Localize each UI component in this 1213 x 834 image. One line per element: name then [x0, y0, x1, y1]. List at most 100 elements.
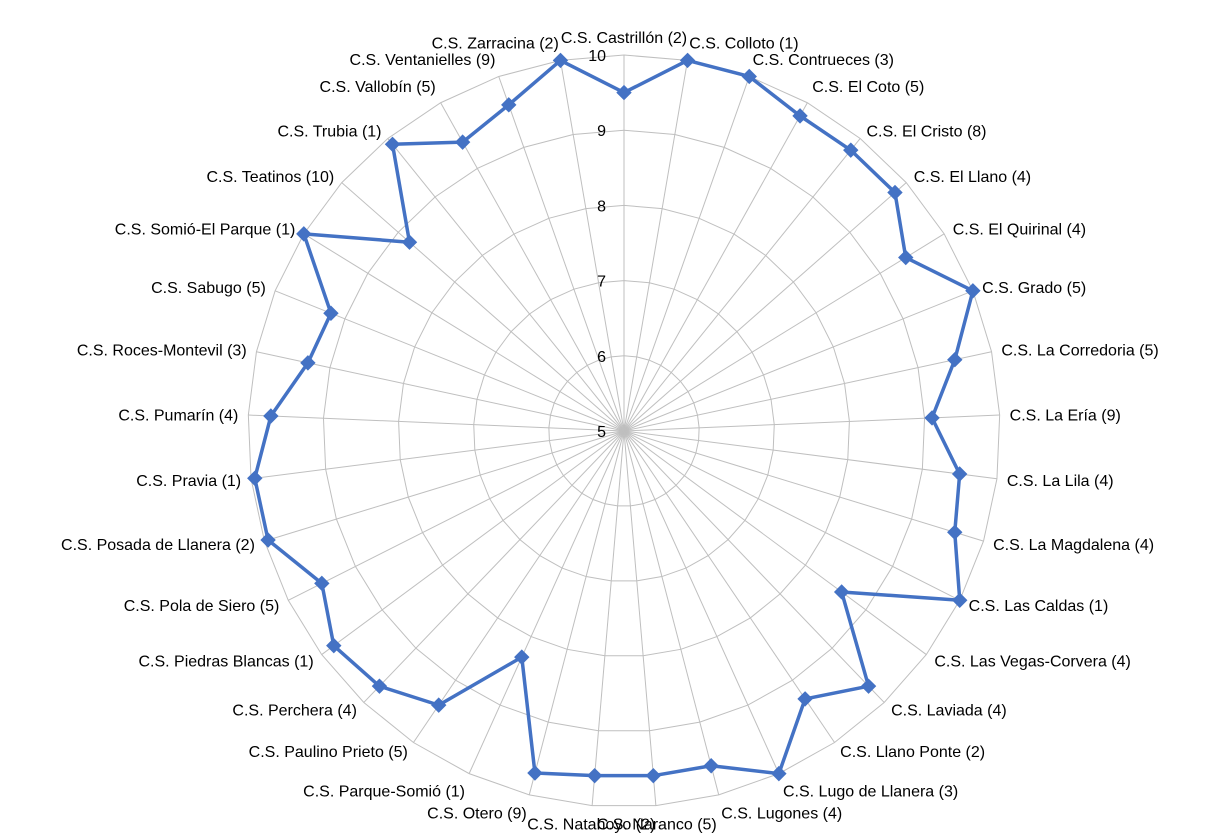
category-label: C.S. Paulino Prieto (5): [249, 744, 408, 761]
category-label: C.S. Las Vegas-Corvera (4): [934, 654, 1131, 671]
category-label: C.S. El Quirinal (4): [953, 222, 1086, 239]
category-label: C.S. Teatinos (10): [206, 169, 334, 186]
grid-spoke: [623, 430, 984, 542]
tick-label: 9: [597, 123, 606, 140]
data-point: [947, 524, 963, 541]
category-label: C.S. Ventanielles (9): [350, 52, 496, 69]
grid-ring: [322, 129, 926, 732]
grid-spoke: [440, 102, 625, 432]
grid-spoke: [623, 290, 974, 432]
category-label: C.S. La Magdalena (4): [993, 537, 1154, 554]
category-label: C.S. Pola de Siero (5): [124, 598, 280, 615]
tick-label: 10: [588, 48, 606, 65]
grid-spoke: [468, 430, 625, 774]
grid-layer: [247, 54, 1001, 807]
grid-ring: [247, 54, 1001, 807]
data-point: [263, 408, 279, 424]
data-point: [247, 470, 263, 486]
data-point: [431, 697, 447, 713]
category-label: C.S. Pravia (1): [136, 473, 241, 490]
category-label: C.S. Lugo de Llanera (3): [783, 784, 958, 801]
category-label: C.S. Zarracina (2): [432, 36, 559, 53]
category-label: C.S. La Lila (4): [1007, 473, 1114, 490]
category-label: C.S. Piedras Blancas (1): [138, 654, 313, 671]
category-label: C.S. Lugones (4): [721, 806, 842, 823]
grid-spoke: [498, 76, 625, 432]
grid-spoke: [591, 430, 625, 806]
data-point: [843, 142, 859, 158]
category-label: C.S. El Cristo (8): [866, 124, 986, 141]
grid-spoke: [623, 430, 885, 703]
data-point: [951, 466, 968, 482]
category-label: C.S. Vallobín (5): [320, 79, 436, 96]
grid-ring: [398, 204, 850, 657]
data-point: [296, 226, 312, 242]
category-label-layer: C.S. Castrillón (2) C.S. Colloto (1) C.S. …: [61, 30, 1159, 834]
category-label: C.S. Posada de Llanera (2): [61, 537, 255, 554]
data-point: [771, 765, 787, 782]
category-label: C.S. Llano Ponte (2): [840, 744, 985, 761]
data-point: [741, 68, 757, 85]
data-point: [454, 134, 471, 150]
category-label: C.S. Sabugo (5): [151, 280, 266, 297]
category-label: C.S. Somió-El Parque (1): [115, 222, 296, 239]
data-point: [300, 355, 316, 371]
grid-spoke: [623, 102, 808, 432]
data-point: [645, 767, 662, 784]
data-point: [898, 249, 914, 266]
data-point: [323, 305, 339, 321]
grid-spoke: [623, 138, 861, 432]
category-label: C.S. Otero (9): [427, 806, 527, 823]
category-label: C.S. El Llano (4): [914, 169, 1031, 186]
category-label: C.S. La Ería (9): [1010, 408, 1121, 425]
grid-spoke: [623, 233, 945, 432]
data-point: [797, 691, 813, 707]
data-point: [924, 410, 940, 426]
grid-spoke: [387, 138, 625, 432]
grid-spoke: [559, 60, 625, 432]
grid-spoke: [623, 351, 992, 432]
series-layer: [247, 52, 981, 784]
category-label: C.S. Laviada (4): [891, 703, 1007, 720]
tick-label: 8: [597, 198, 606, 215]
tick-label: 5: [597, 424, 606, 441]
category-label: C.S. La Corredoria (5): [1001, 343, 1158, 360]
data-point: [326, 637, 342, 654]
category-label: C.S. Colloto (1): [689, 36, 798, 53]
tick-label-layer: 5 6 7 8 9 10: [588, 48, 606, 441]
data-point: [501, 97, 517, 113]
grid-spoke: [321, 430, 625, 655]
grid-spoke: [248, 414, 625, 432]
data-point: [952, 592, 968, 608]
data-point: [401, 234, 418, 250]
category-label: C.S. El Coto (5): [812, 79, 924, 96]
category-label: C.S. Castrillón (2): [561, 30, 687, 47]
grid-spoke: [256, 351, 625, 432]
tick-label: 6: [597, 349, 606, 366]
data-point: [616, 84, 632, 101]
grid-spoke: [623, 182, 907, 432]
data-point: [703, 758, 719, 774]
grid-spoke: [341, 182, 625, 432]
data-point: [260, 532, 276, 548]
data-point: [514, 649, 530, 665]
data-point: [679, 52, 696, 69]
category-label: C.S. Naranco (5): [597, 817, 717, 834]
data-point: [384, 136, 401, 153]
series-line: [253, 58, 975, 778]
data-point: [860, 678, 877, 694]
data-point: [792, 108, 808, 124]
data-point: [947, 351, 963, 368]
tick-label: 7: [597, 274, 606, 291]
grid-spoke: [623, 430, 657, 806]
grid-ring: [548, 355, 700, 507]
grid-spoke: [288, 430, 625, 601]
grid-spoke: [363, 430, 625, 703]
grid-spoke: [413, 430, 625, 743]
grid-ring: [473, 280, 775, 582]
category-label: C.S. Roces-Montevil (3): [77, 343, 247, 360]
category-label: C.S. Las Caldas (1): [969, 598, 1109, 615]
data-point: [552, 52, 569, 69]
data-point: [833, 584, 850, 600]
data-point: [586, 767, 603, 784]
